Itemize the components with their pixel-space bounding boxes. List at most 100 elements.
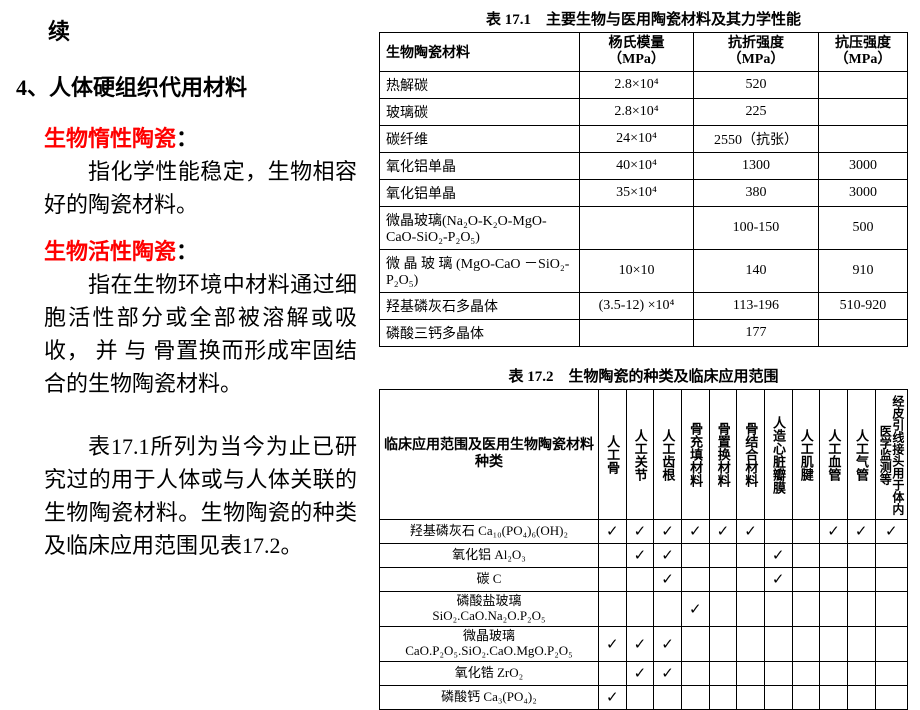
table2-caption: 表 17.2 生物陶瓷的种类及临床应用范围 <box>379 365 908 386</box>
table-row: 羟基磷灰石多晶体(3.5-12) ×10⁴113-196510-920 <box>380 293 908 320</box>
check-cell <box>792 520 820 544</box>
check-cell <box>792 592 820 627</box>
t1-h4: 抗压强度（MPa） <box>818 33 907 72</box>
cell: 177 <box>694 320 819 347</box>
check-cell <box>847 661 875 685</box>
check-cell <box>626 592 654 627</box>
check-cell: ✓ <box>598 520 626 544</box>
check-cell <box>654 685 682 709</box>
check-cell <box>709 592 737 627</box>
check-cell <box>681 627 709 662</box>
cell: 10×10 <box>580 250 694 293</box>
check-cell <box>737 661 765 685</box>
cell: 225 <box>694 99 819 126</box>
check-cell: ✓ <box>737 520 765 544</box>
check-cell <box>598 592 626 627</box>
cell: 113-196 <box>694 293 819 320</box>
cell: 520 <box>694 72 819 99</box>
cell: (3.5-12) ×10⁴ <box>580 293 694 320</box>
check-cell <box>847 592 875 627</box>
check-cell <box>626 568 654 592</box>
check-cell <box>847 544 875 568</box>
cell: 2.8×10⁴ <box>580 72 694 99</box>
left-column: 续 4、人体硬组织代用材料 生物惰性陶瓷： 指化学性能稳定，生物相容好的陶瓷材料… <box>0 0 375 690</box>
material-name: 微 晶 玻 璃 (MgO-CaO －SiO₂-P₂O₅) <box>380 250 580 293</box>
term1: 生物惰性陶瓷 <box>44 126 176 151</box>
table-row: 碳 C✓✓ <box>380 568 908 592</box>
check-cell <box>792 568 820 592</box>
check-cell: ✓ <box>875 520 908 544</box>
material-name: 微晶玻璃(Na₂O-K₂O-MgO-CaO-SiO₂-P₂O₅) <box>380 207 580 250</box>
check-cell <box>681 544 709 568</box>
term1-block: 生物惰性陶瓷： 指化学性能稳定，生物相容好的陶瓷材料。 <box>44 122 357 221</box>
check-cell <box>737 685 765 709</box>
section-title: 4、人体硬组织代用材料 <box>16 70 357 102</box>
material-name: 碳纤维 <box>380 126 580 153</box>
table-row: 碳纤维24×10⁴2550（抗张） <box>380 126 908 153</box>
column-header: 骨充填材料 <box>681 390 709 520</box>
table1: 生物陶瓷材料 杨氏模量（MPa） 抗折强度（MPa） 抗压强度（MPa） 热解碳… <box>379 32 908 347</box>
check-cell: ✓ <box>626 544 654 568</box>
check-cell: ✓ <box>681 520 709 544</box>
table-row: 微晶玻璃CaO.P₂O₅.SiO₂.CaO.MgO.P₂O₅✓✓✓ <box>380 627 908 662</box>
check-cell <box>681 661 709 685</box>
check-cell <box>875 661 908 685</box>
cell: 500 <box>818 207 907 250</box>
para1: 指化学性能稳定，生物相容好的陶瓷材料。 <box>44 155 357 221</box>
table-row: 氧化铝单晶35×10⁴3803000 <box>380 180 908 207</box>
material-name: 氧化铝单晶 <box>380 180 580 207</box>
colon1: ： <box>176 126 198 151</box>
check-cell <box>875 592 908 627</box>
check-cell: ✓ <box>709 520 737 544</box>
check-cell <box>820 661 848 685</box>
check-cell <box>709 544 737 568</box>
cell <box>818 72 907 99</box>
check-cell: ✓ <box>626 661 654 685</box>
t2-rowhead: 临床应用范围及医用生物陶瓷材料种类 <box>380 390 599 520</box>
table2: 临床应用范围及医用生物陶瓷材料种类 人工骨人工关节人工齿根骨充填材料骨置换材料骨… <box>379 389 908 710</box>
check-cell <box>737 627 765 662</box>
check-cell: ✓ <box>654 568 682 592</box>
material-name: 磷酸钙 Ca₃(PO₄)₂ <box>380 685 599 709</box>
cell: 2550（抗张） <box>694 126 819 153</box>
material-name: 微晶玻璃CaO.P₂O₅.SiO₂.CaO.MgO.P₂O₅ <box>380 627 599 662</box>
material-name: 热解碳 <box>380 72 580 99</box>
column-header: 人工气管 <box>847 390 875 520</box>
check-cell <box>709 685 737 709</box>
cell: 24×10⁴ <box>580 126 694 153</box>
material-name: 氧化铝 Al₂O₃ <box>380 544 599 568</box>
column-header: 人工肌腱 <box>792 390 820 520</box>
term2-block: 生物活性陶瓷： 指在生物环境中材料通过细胞活性部分或全部被溶解或吸收， 并 与 … <box>44 235 357 400</box>
check-cell: ✓ <box>654 627 682 662</box>
check-cell <box>737 544 765 568</box>
check-cell <box>792 685 820 709</box>
check-cell <box>875 685 908 709</box>
check-cell <box>792 661 820 685</box>
table-row: 氧化铝单晶40×10⁴13003000 <box>380 153 908 180</box>
check-cell: ✓ <box>654 544 682 568</box>
table-row: 磷酸盐玻璃SiO₂.CaO.Na₂O.P₂O₅✓ <box>380 592 908 627</box>
check-cell <box>598 544 626 568</box>
cell: 100-150 <box>694 207 819 250</box>
table-row: 氧化锆 ZrO₂✓✓ <box>380 661 908 685</box>
cell: 380 <box>694 180 819 207</box>
cell: 510-920 <box>818 293 907 320</box>
column-header: 骨结合材料 <box>737 390 765 520</box>
right-column: 表 17.1 主要生物与医用陶瓷材料及其力学性能 生物陶瓷材料 杨氏模量（MPa… <box>375 0 920 690</box>
check-cell: ✓ <box>598 685 626 709</box>
column-header: 经皮引线接头用于体内医学监测等 <box>875 390 908 520</box>
check-cell <box>820 685 848 709</box>
check-cell <box>875 544 908 568</box>
para2: 指在生物环境中材料通过细胞活性部分或全部被溶解或吸收， 并 与 骨置换而形成牢固… <box>44 268 357 400</box>
table-row: 氧化铝 Al₂O₃✓✓✓ <box>380 544 908 568</box>
table-row: 热解碳2.8×10⁴520 <box>380 72 908 99</box>
table-row: 玻璃碳2.8×10⁴225 <box>380 99 908 126</box>
check-cell <box>764 520 792 544</box>
table1-caption: 表 17.1 主要生物与医用陶瓷材料及其力学性能 <box>379 8 908 29</box>
check-cell: ✓ <box>654 661 682 685</box>
check-cell: ✓ <box>626 520 654 544</box>
cell: 910 <box>818 250 907 293</box>
check-cell <box>847 627 875 662</box>
material-name: 玻璃碳 <box>380 99 580 126</box>
check-cell: ✓ <box>764 544 792 568</box>
